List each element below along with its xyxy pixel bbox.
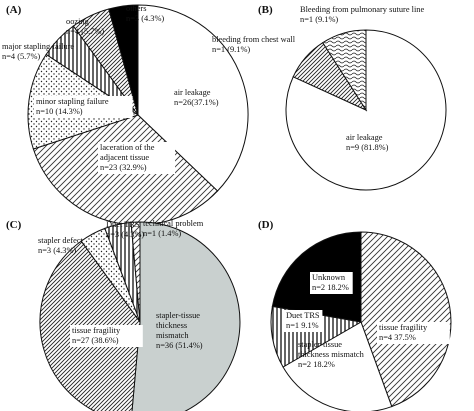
panel-d-label: (D) [258,219,274,231]
slice-label-a-0-0: air leakage [174,88,211,97]
slice-label-b-0-0: air leakage [346,133,383,142]
slice-label-c-4-0: technical problem [143,219,204,228]
slice-label-c-0-0: stapler-tissue [156,311,200,320]
slice-label-a-5-0: others [126,4,146,13]
slice-label-c-0-2: mismatch [156,331,189,340]
slice-label-a-2-0: minor stapling failure [36,97,109,106]
slice-label-c-0-3: n=36 (51.4%) [156,341,203,350]
slice-label-bg-a-1 [98,142,176,174]
pie-slice-d-0 [360,231,452,408]
slice-label-c-4-1: n=1 (1.4%) [143,229,181,238]
slice-label-d-1-2: n=2 18.2% [298,360,335,369]
slice-label-b-2-1: n=1 (9.1%) [300,15,338,24]
pie-slice-b-2 [322,29,367,112]
slice-label-d-3-1: n=2 18.2% [312,283,349,292]
slice-label-bg-d-2 [284,310,323,332]
slice-label-a-1-0: laceration of the [100,143,155,152]
slice-label-b-2-0: Bleeding from pulmonary suture line [300,5,424,14]
pie-slice-a-5 [108,4,139,116]
slice-label-a-4-0: oozing [66,17,90,26]
slice-label-d-0-0: tissue fragility [379,323,428,332]
slice-label-c-1-1: n=27 (38.6%) [72,336,119,345]
slice-label-a-3-1: n=4 (5.7%) [2,52,40,61]
slice-label-a-1-1: adjacent tissue [100,153,149,162]
panel-b-label: (B) [258,4,273,16]
slice-label-b-0-1: n=9 (81.8%) [346,143,389,152]
slice-label-a-4-1: n=4 (5.7%) [66,27,104,36]
slice-label-bg-d-0 [377,322,450,344]
slice-label-d-2-0: Duet TRS [286,311,320,320]
slice-label-bg-d-3 [310,272,353,294]
slice-label-a-1-2: n=23 (32.9%) [100,163,147,172]
slice-label-d-3-0: Unknown [312,273,346,282]
panel-b-pie [285,29,447,191]
slice-label-b-1-1: n=1 (9.1%) [212,45,250,54]
slice-label-a-0-1: n=26(37.1%) [174,98,219,107]
slice-label-d-2-1: n=1 9.1% [286,321,319,330]
slice-label-a-5-1: n=3 (4.3%) [126,14,164,23]
slice-label-c-2-1: n=3 (4.3%) [38,246,76,255]
slice-label-c-2-0: stapler defect [38,236,84,245]
pie-slice-c-4 [130,221,141,323]
panel-a-label: (A) [6,4,22,16]
slice-label-b-1-0: bleeding from chest wall [212,35,296,44]
slice-label-c-3-1: n=3 (4.3%) [106,230,144,239]
slice-label-c-3-0: Duet TRS [106,220,140,229]
slice-label-d-1-1: thickness mismatch [298,350,365,359]
slice-label-bg-a-2 [34,96,133,118]
panel-c-label: (C) [6,219,22,231]
pie-slice-a-0 [137,4,249,192]
slice-label-a-2-1: n=10 (14.3%) [36,107,83,116]
slice-label-c-0-1: thickness [156,321,187,330]
panel-c: (C) stapler-tissuethicknessmismatchn=36 … [6,219,241,411]
slice-label-a-3-0: major stapling failure [2,42,74,51]
pie-slice-d-1 [282,321,393,411]
slice-label-d-1-0: stapler-tissue [298,340,342,349]
slice-label-bg-c-1 [70,325,143,347]
pie-slice-c-0 [131,221,241,411]
slice-label-d-0-1: n=4 37.5% [379,333,416,342]
slice-label-c-1-0: tissue fragility [72,326,121,335]
